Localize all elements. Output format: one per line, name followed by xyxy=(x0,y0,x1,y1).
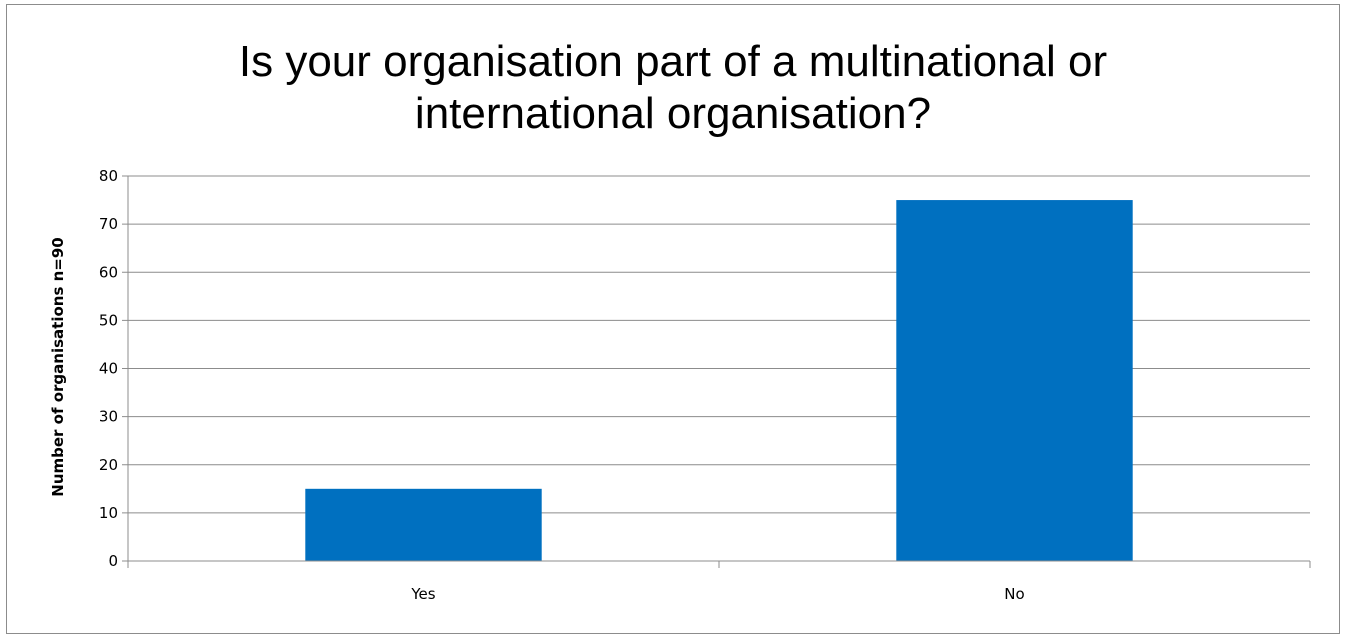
y-tick-label-30: 30 xyxy=(99,408,118,426)
bars xyxy=(305,200,1133,561)
y-tick-label-60: 60 xyxy=(99,263,118,281)
bar-chart: 0 10 20 30 40 50 60 70 80 Yes No Number of organi… xyxy=(49,167,1311,603)
chart-title: Is your organisation part of a multinati… xyxy=(0,36,1346,140)
y-tick-label-80: 80 xyxy=(99,167,118,185)
axes xyxy=(122,175,1311,568)
y-tick-label-50: 50 xyxy=(99,311,118,329)
chart-title-line-2: international organisation? xyxy=(414,89,932,138)
y-tick-label-70: 70 xyxy=(99,215,118,233)
x-tick-labels: Yes No xyxy=(410,585,1024,603)
bar-yes xyxy=(305,488,542,561)
y-tick-label-0: 0 xyxy=(108,552,118,570)
y-tick-labels: 0 10 20 30 40 50 60 70 80 xyxy=(99,167,118,570)
y-tick-label-10: 10 xyxy=(99,504,118,522)
y-tick-label-20: 20 xyxy=(99,456,118,474)
x-tick-label-yes: Yes xyxy=(410,585,435,603)
x-tick-label-no: No xyxy=(1004,585,1024,603)
chart-title-line-1: Is your organisation part of a multinati… xyxy=(238,37,1108,86)
y-axis-title: Number of organisations n=90 xyxy=(49,237,67,496)
y-tick-label-40: 40 xyxy=(99,360,118,378)
bar-no xyxy=(896,200,1133,561)
